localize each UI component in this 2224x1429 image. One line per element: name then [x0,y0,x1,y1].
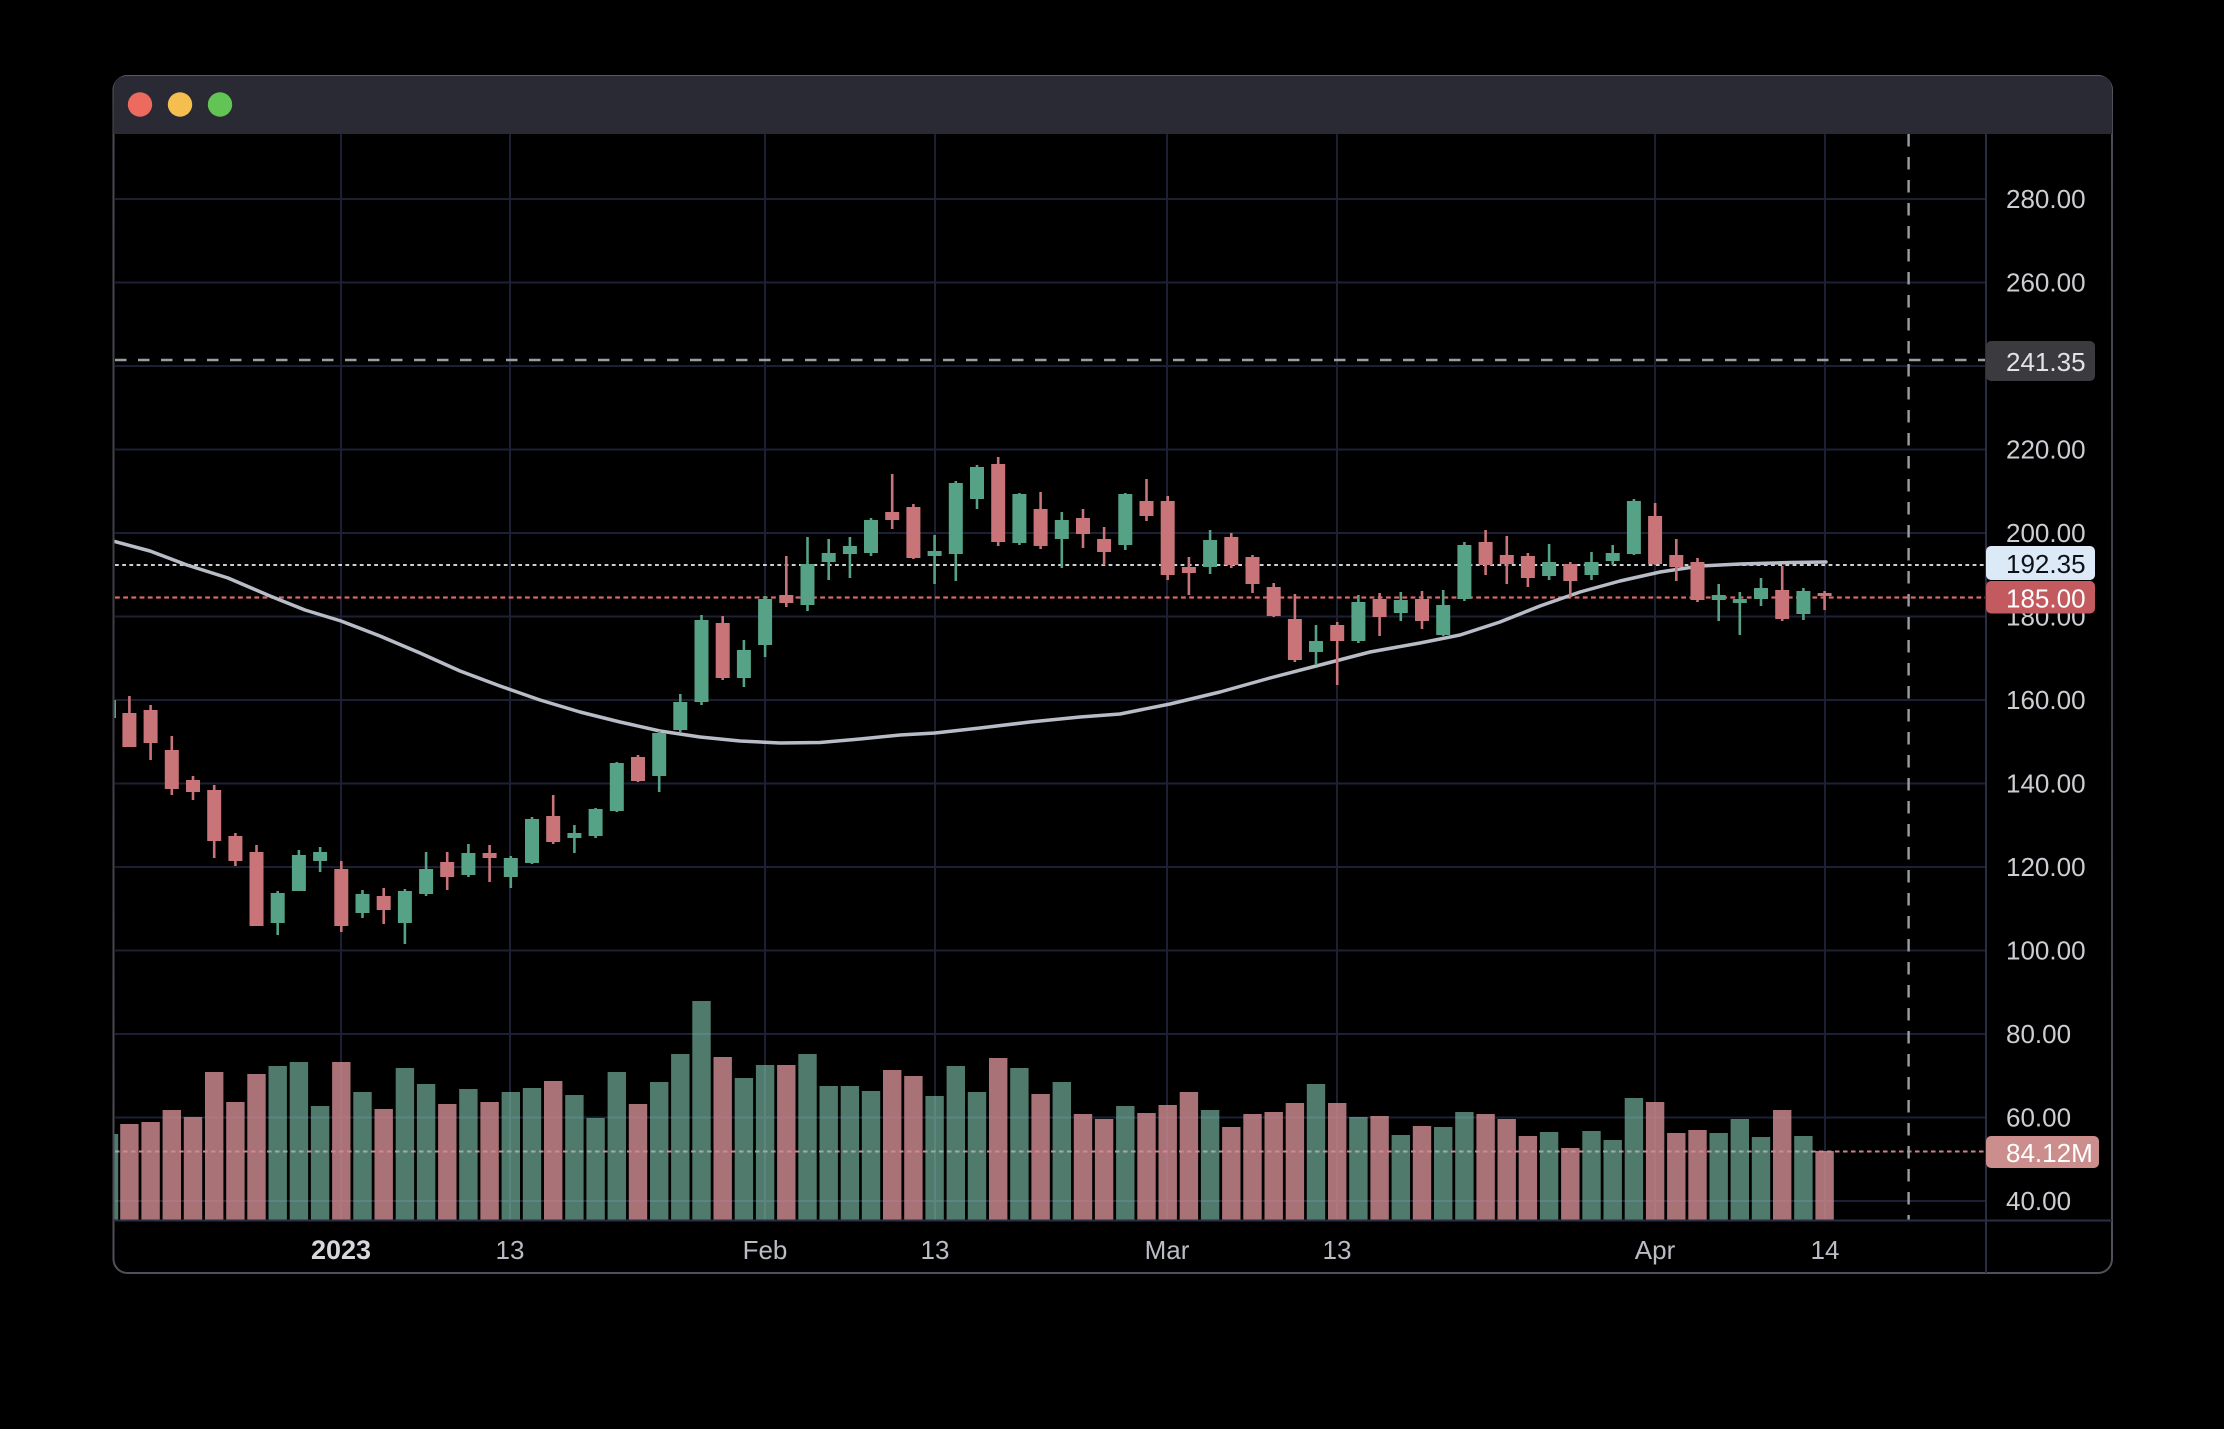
svg-text:220.00: 220.00 [2006,435,2086,465]
svg-text:Mar: Mar [1145,1235,1190,1265]
svg-text:200.00: 200.00 [2006,518,2086,548]
svg-text:13: 13 [1323,1235,1352,1265]
svg-text:241.35: 241.35 [2006,347,2086,377]
svg-text:13: 13 [496,1235,525,1265]
svg-text:Apr: Apr [1635,1235,1676,1265]
svg-text:280.00: 280.00 [2006,184,2086,214]
svg-text:14: 14 [1811,1235,1840,1265]
svg-text:13: 13 [921,1235,950,1265]
svg-text:84.12M: 84.12M [2006,1138,2093,1168]
svg-text:60.00: 60.00 [2006,1103,2071,1133]
svg-text:80.00: 80.00 [2006,1019,2071,1049]
svg-text:140.00: 140.00 [2006,769,2086,799]
svg-text:120.00: 120.00 [2006,852,2086,882]
svg-text:Feb: Feb [743,1235,788,1265]
svg-text:192.35: 192.35 [2006,549,2086,579]
svg-text:2023: 2023 [311,1235,371,1265]
svg-text:260.00: 260.00 [2006,268,2086,298]
svg-text:185.00: 185.00 [2006,583,2086,613]
svg-text:100.00: 100.00 [2006,936,2086,966]
svg-text:40.00: 40.00 [2006,1186,2071,1216]
svg-text:160.00: 160.00 [2006,685,2086,715]
